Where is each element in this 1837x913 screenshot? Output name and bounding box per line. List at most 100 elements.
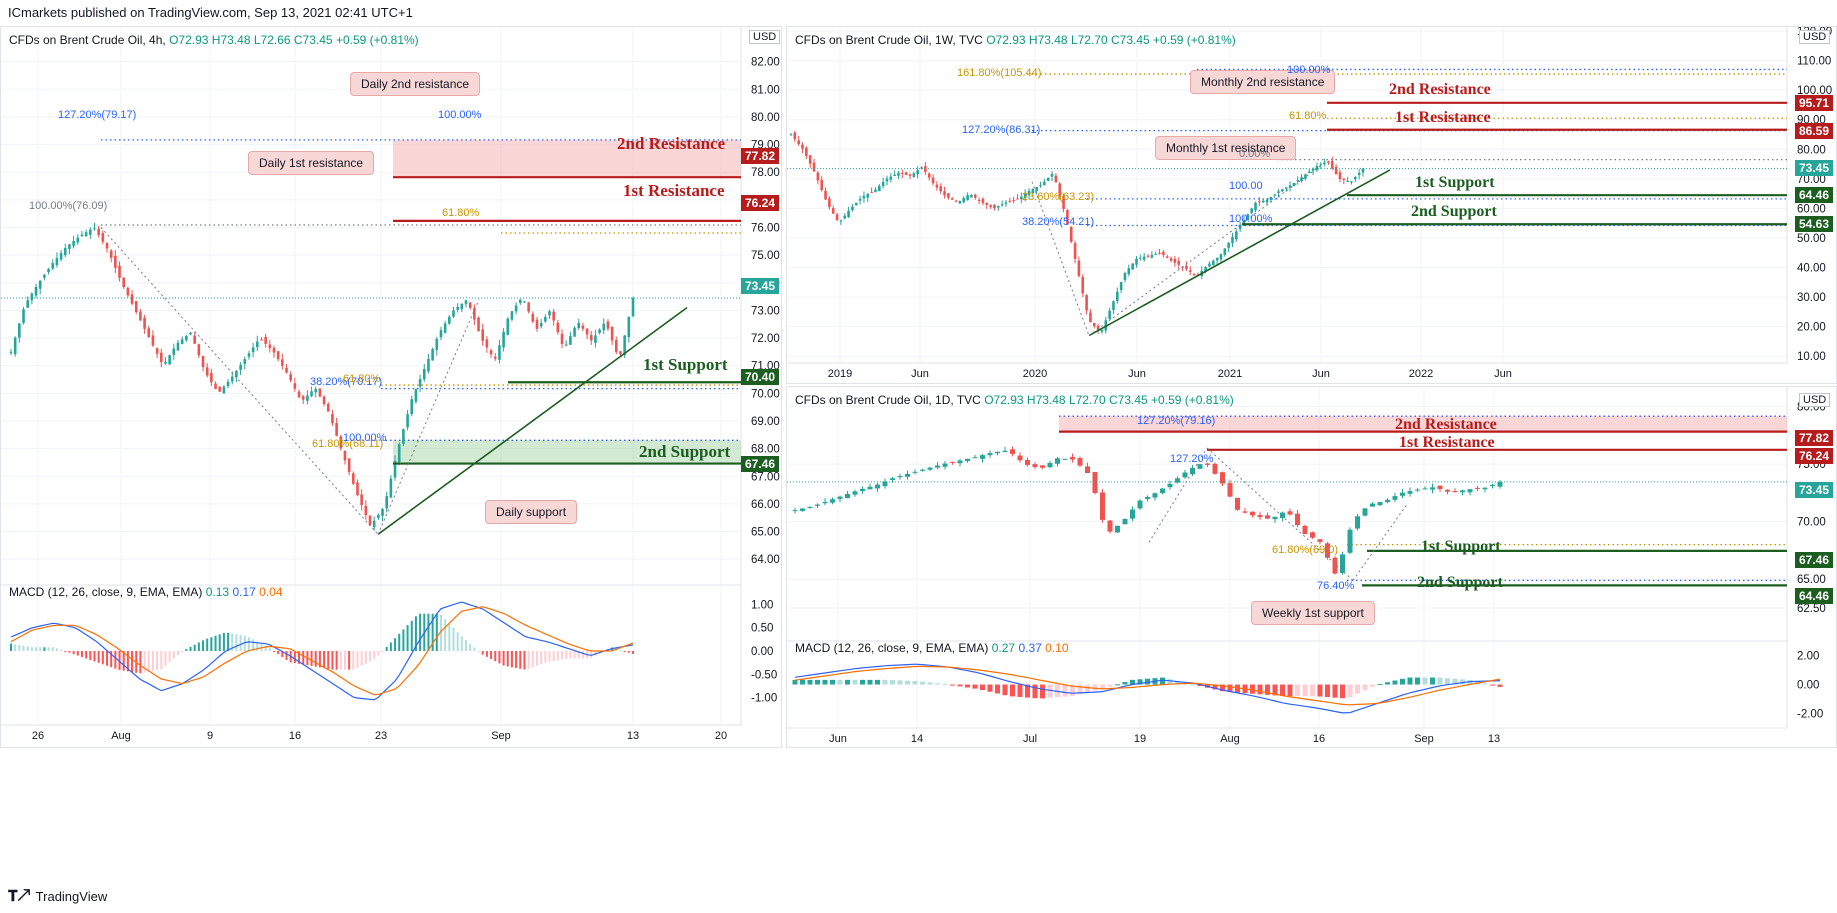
y-tick-label: 65.00 [1797,574,1826,586]
candle-body [824,190,827,200]
macd-histogram-bar [987,684,993,692]
candle-body [251,347,255,353]
candle-body [1460,490,1465,493]
candle-body [831,208,835,214]
resistance-zone [393,139,741,178]
annotation-monthly-2nd-resistance[interactable]: Monthly 2nd resistance [1190,70,1336,94]
macd-histogram-bar [89,651,92,660]
candle-body [1169,258,1173,261]
candle-body [598,329,601,333]
annotation-daily-2nd-resistance[interactable]: Daily 2nd resistance [350,72,481,96]
candle-body [1190,467,1195,475]
macd-histogram-bar [1130,679,1135,685]
tradingview-logo-icon[interactable]: 𝐓↗ [8,888,30,905]
candle-body [904,172,908,175]
macd-histogram-bar [972,684,978,689]
macd-histogram-bar [523,651,526,670]
macd-histogram-bar [1415,677,1420,685]
y-tick-label: 65.00 [751,527,780,539]
candle-body [489,350,493,355]
chart-panel-4h[interactable]: 82.0081.0080.0079.0078.0077.0076.0075.00… [0,26,782,748]
x-tick-label: 13 [627,730,639,742]
candle-body [189,332,192,335]
x-tick-label: 16 [1313,733,1325,745]
macd-histogram-bar [1407,677,1413,685]
candle-body [812,162,816,172]
macd-histogram-bar [39,647,42,651]
candle-body [502,331,505,348]
macd-histogram-bar [80,651,83,658]
macd-histogram-bar [552,651,555,662]
annotation-daily-1st-resistance[interactable]: Daily 1st resistance [248,151,375,175]
price-tag-2nd-resistance: 77.82 [741,148,780,164]
macd-value: 0.13 [205,585,230,599]
candle-body [1257,515,1263,518]
macd-histogram-bar [1032,684,1038,699]
candle-body [1167,483,1173,488]
macd-histogram-bar [623,651,626,652]
fib-label: 127.20%(79.16) [1137,415,1216,427]
candle-body [1188,270,1192,272]
candle-body [347,458,351,473]
annotation-monthly-1st-resistance[interactable]: Monthly 1st resistance [1155,136,1297,160]
macd-histogram-bar [1122,682,1128,685]
macd-histogram-bar [1437,677,1443,685]
price-tag-1st-resistance: 76.24 [741,195,780,211]
candle-body [1043,181,1046,186]
macd-histogram-bar [510,651,513,668]
chart-4h-canvas[interactable]: 82.0081.0080.0079.0078.0077.0076.0075.00… [1,27,782,748]
candle-body [1422,488,1428,490]
candle-body [1338,172,1342,180]
currency-badge[interactable]: USD [1799,393,1831,407]
candle-body [1223,248,1227,255]
candle-body [205,367,209,376]
candle-body [1100,492,1105,520]
macd-histogram-bar [1392,680,1398,685]
candle-body [631,297,635,317]
currency-badge[interactable]: USD [1799,30,1831,44]
fib-diagonal [100,227,379,535]
candle-body [851,206,854,211]
macd-histogram-bar [980,684,985,691]
legend-low: L72.70 [1070,33,1108,47]
macd-histogram-bar [310,651,313,666]
fib-label: 23.60%(63.23) [1022,191,1095,203]
macd-histogram-bar [118,651,121,670]
macd-histogram-bar [456,632,459,651]
annotation-daily-support[interactable]: Daily support [485,500,578,524]
candle-body [134,301,138,313]
chart-panel-1w[interactable]: 120.00110.00100.0090.0080.0070.0060.0050… [786,26,1837,384]
candle-body [139,311,142,321]
chart-1w-canvas[interactable]: 120.00110.00100.0090.0080.0070.0060.0050… [787,27,1837,384]
currency-badge[interactable]: USD [749,30,781,44]
macd-histogram-bar [51,647,54,651]
footer-brand[interactable]: TradingView [35,889,108,904]
macd-histogram-bar [860,679,865,685]
y-tick-label: 78.00 [751,167,780,179]
candle-body [1330,160,1334,169]
candle-body [389,478,393,498]
candle-body [828,198,831,208]
macd-histogram-bar [1212,684,1218,690]
candle-body [80,234,84,237]
macd-histogram-bar [1062,684,1068,697]
macd-histogram-bar [298,651,301,664]
chart-panel-1d[interactable]: 80.00 75.00 70.00 65.00 62.50 Jun 14 Jul 19 Aug 16… [786,386,1837,748]
macd-histogram-bar [1347,684,1353,698]
x-tick-label: 13 [1488,733,1500,745]
macd-title: MACD (12, 26, close, 9, EMA, EMA) [9,585,203,599]
candle-body [1152,493,1158,498]
candle-body [393,461,397,478]
macd-histogram-bar [143,651,146,673]
macd-histogram-bar [318,651,321,668]
macd-histogram-bar [565,651,568,659]
candle-body [1342,178,1346,180]
macd-histogram-bar [448,623,451,651]
candle-body [1315,166,1319,171]
candle-body [927,467,933,470]
annotation-weekly-1st-support[interactable]: Weekly 1st support [1251,601,1375,625]
candle-body [835,214,839,221]
candle-body [1354,177,1357,180]
macd-histogram-bar [1460,679,1465,685]
